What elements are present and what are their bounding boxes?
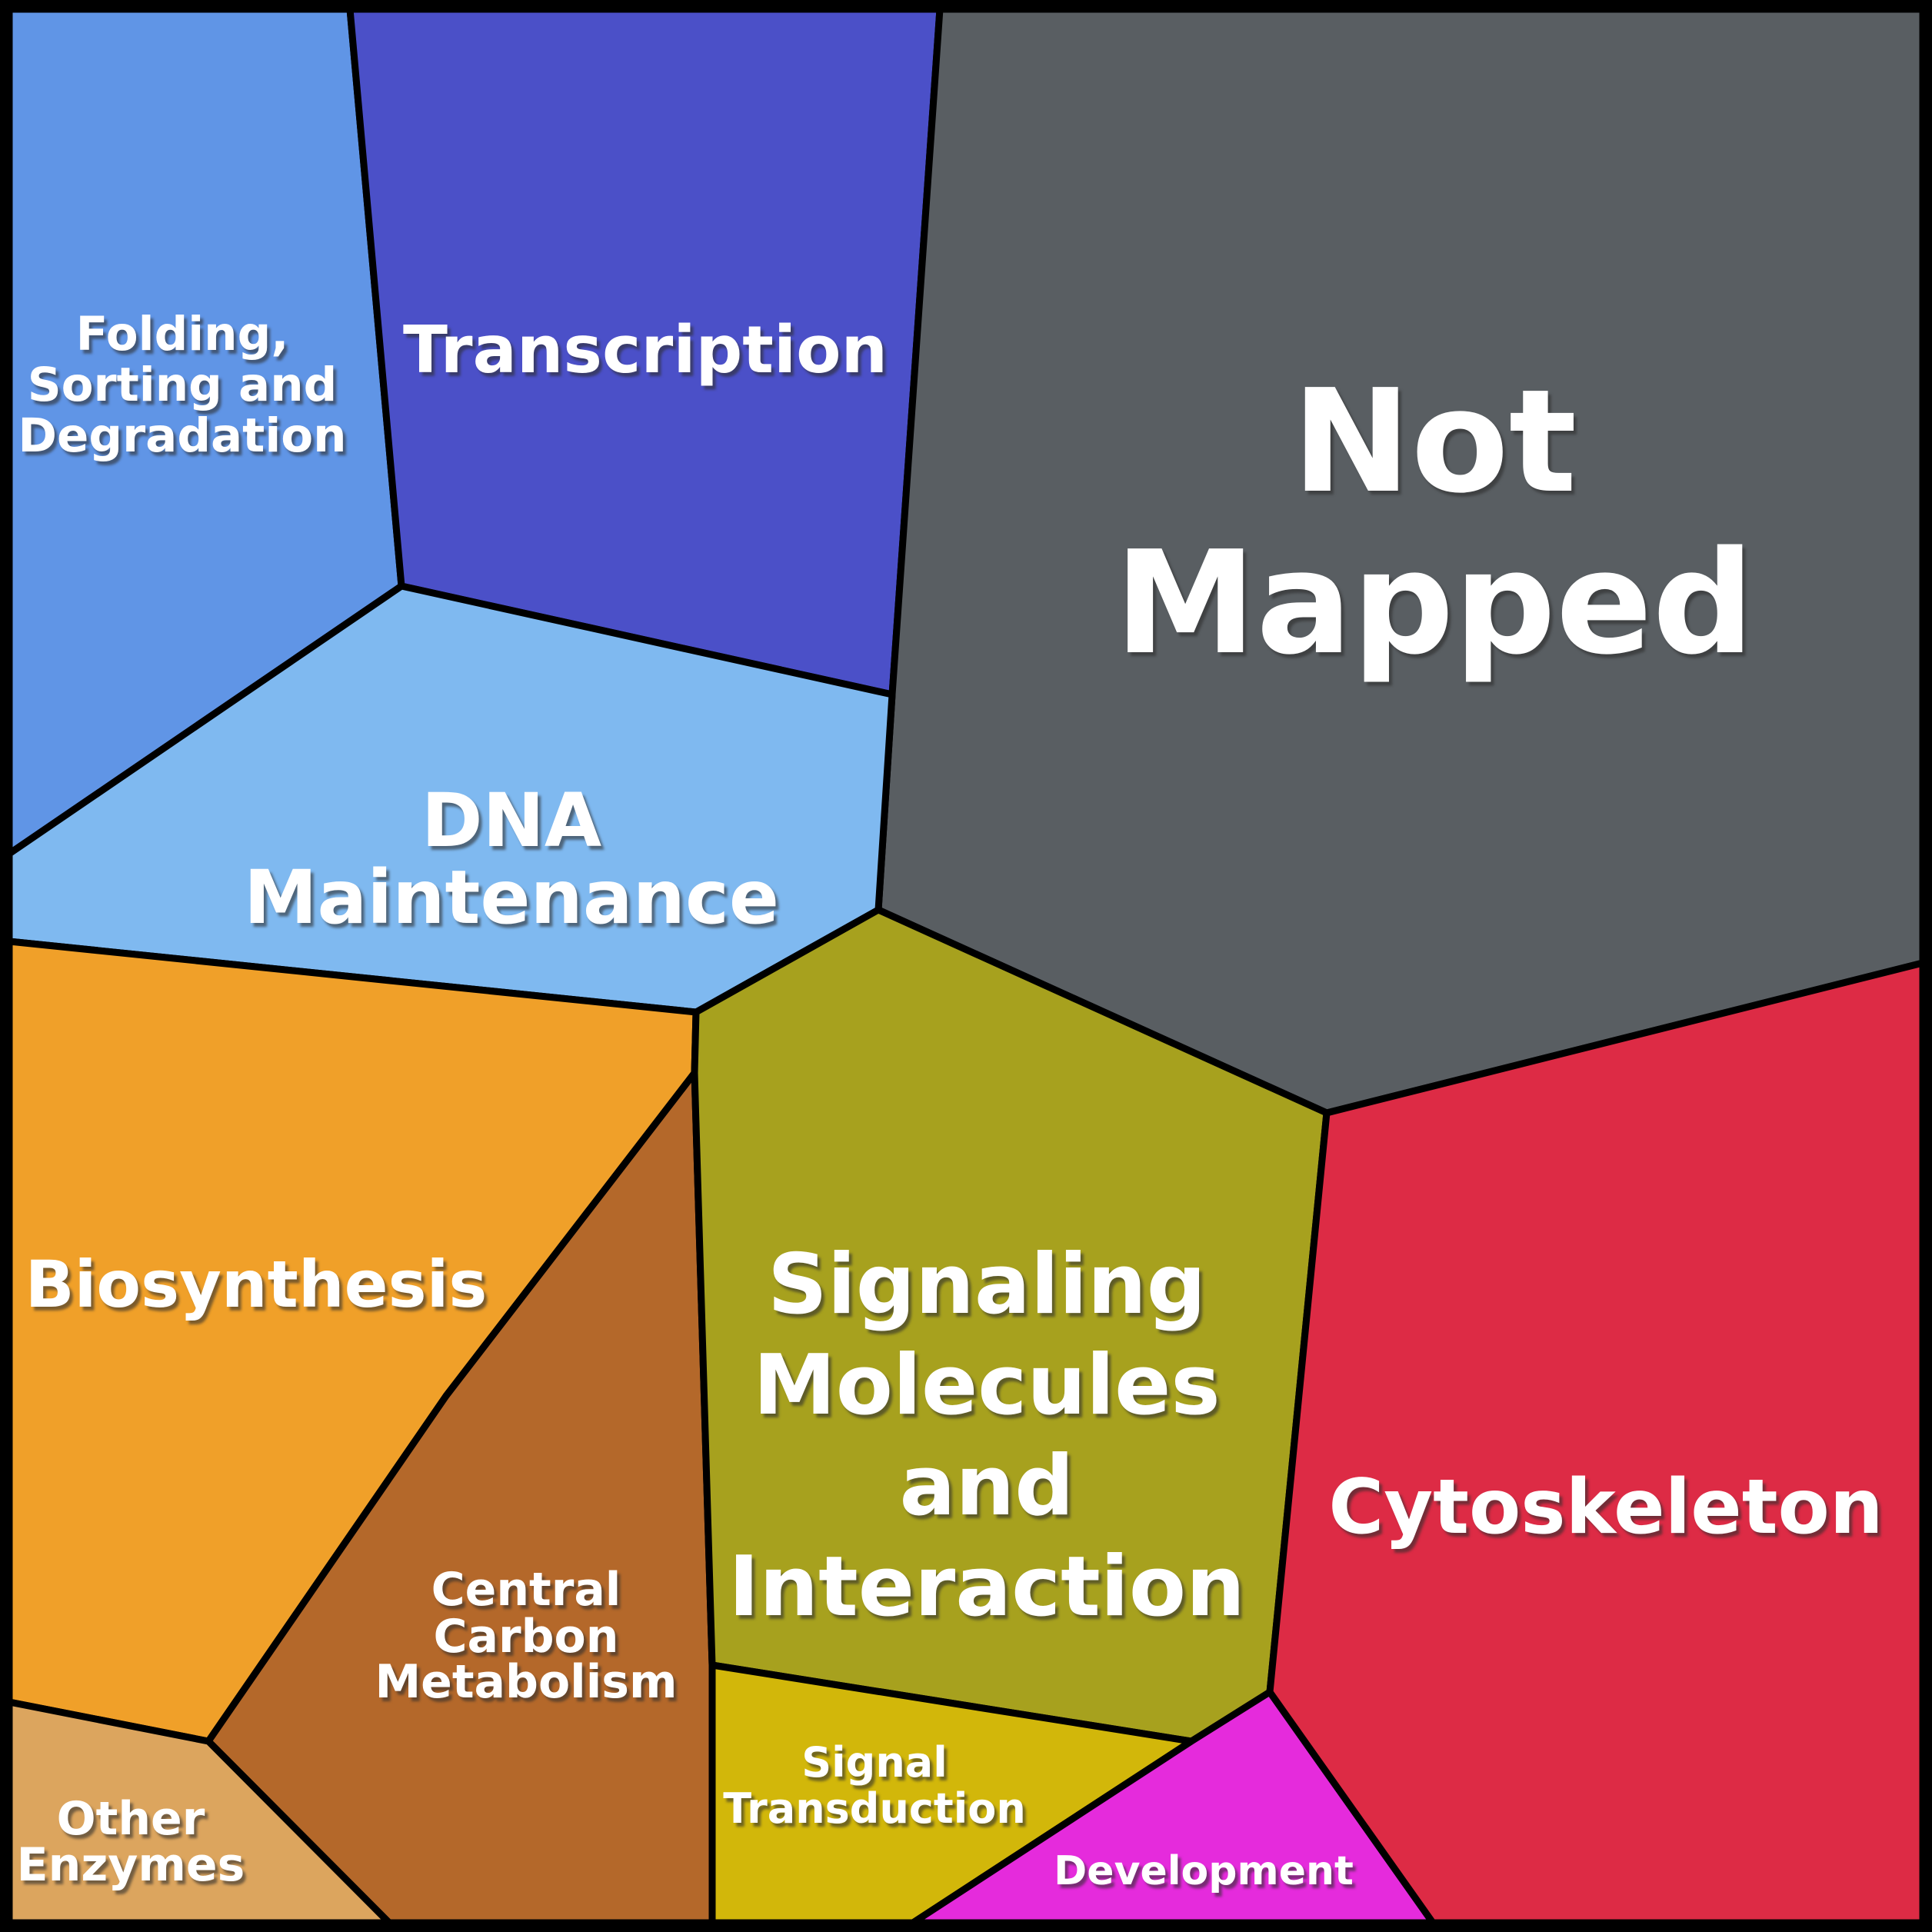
region-not-mapped[interactable] — [874, 5, 1927, 1117]
region-cytoskeleton[interactable] — [1266, 959, 1927, 1927]
region-other-enzymes[interactable] — [5, 1698, 393, 1927]
